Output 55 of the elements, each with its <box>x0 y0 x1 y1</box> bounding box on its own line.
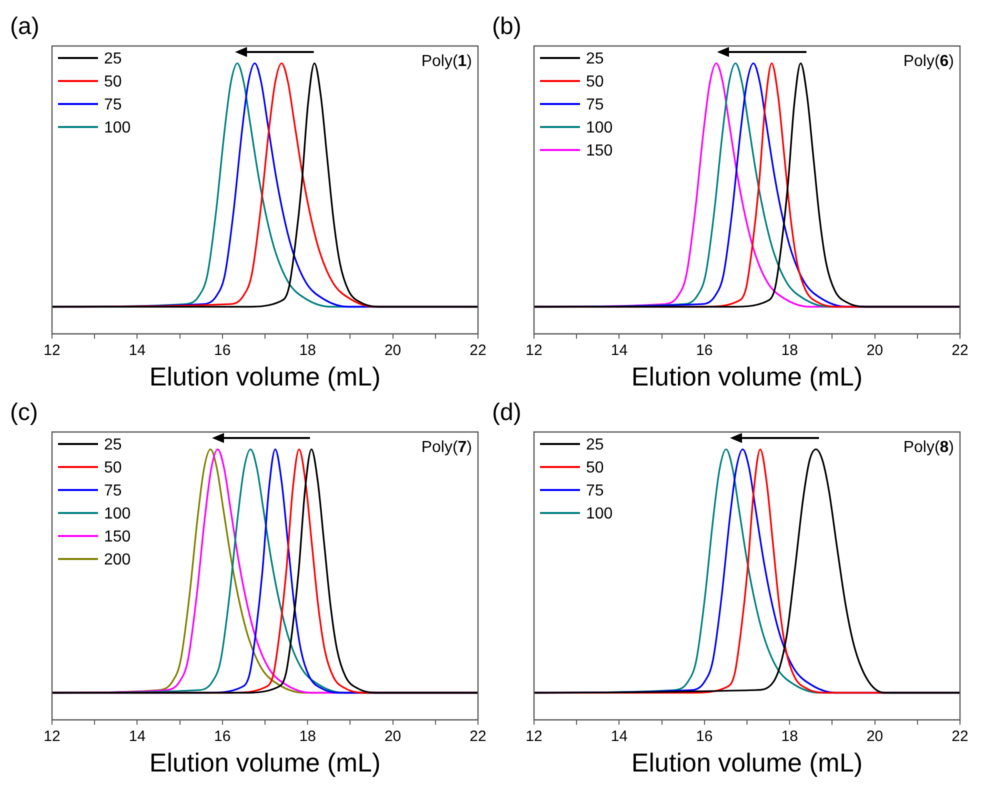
x-tick-label: 20 <box>384 342 402 359</box>
chart-title: (b) <box>492 13 522 40</box>
x-tick-label: 16 <box>696 728 713 745</box>
x-tick-label: 22 <box>470 342 486 359</box>
annotation: Poly(7) <box>421 439 472 456</box>
x-axis-title: Elution volume (mL) <box>149 362 381 392</box>
x-tick-label: 22 <box>952 728 968 745</box>
x-tick-label: 18 <box>299 728 316 745</box>
legend-label: 50 <box>104 459 122 476</box>
legend-label: 50 <box>104 73 122 90</box>
x-tick-label: 14 <box>128 728 146 745</box>
x-tick-label: 12 <box>44 342 60 359</box>
chart-title: (a) <box>10 13 40 40</box>
x-tick-label: 12 <box>44 728 60 745</box>
x-axis-title: Elution volume (mL) <box>631 362 863 392</box>
x-tick-label: 20 <box>866 728 884 745</box>
annotation: Poly(8) <box>903 439 954 456</box>
legend-label: 25 <box>586 50 604 68</box>
chart-title: (d) <box>492 399 522 426</box>
x-tick-label: 16 <box>214 728 231 745</box>
x-axis-title: Elution volume (mL) <box>631 748 863 778</box>
x-tick-label: 18 <box>781 728 798 745</box>
x-axis-title: Elution volume (mL) <box>149 748 381 778</box>
legend-label: 150 <box>104 528 131 546</box>
legend-label: 100 <box>104 119 131 136</box>
x-tick-label: 22 <box>470 728 486 745</box>
legend-label: 150 <box>586 142 613 160</box>
legend-label: 75 <box>104 482 122 500</box>
x-tick-label: 22 <box>952 342 968 359</box>
x-tick-label: 14 <box>610 342 628 359</box>
legend-label: 100 <box>586 505 613 522</box>
legend-label: 100 <box>586 119 613 136</box>
legend-label: 25 <box>104 436 122 454</box>
x-tick-label: 18 <box>299 342 316 359</box>
legend-label: 75 <box>586 482 604 500</box>
legend-label: 75 <box>586 96 604 114</box>
x-tick-label: 16 <box>214 342 231 359</box>
x-tick-label: 12 <box>526 342 542 359</box>
x-tick-label: 20 <box>384 728 402 745</box>
legend-label: 25 <box>104 50 122 68</box>
x-tick-label: 12 <box>526 728 542 745</box>
x-tick-label: 18 <box>781 342 798 359</box>
annotation: Poly(1) <box>421 53 472 70</box>
annotation: Poly(6) <box>903 53 954 70</box>
x-tick-label: 14 <box>610 728 628 745</box>
chart-title: (c) <box>10 399 38 426</box>
legend-label: 100 <box>104 505 131 522</box>
x-tick-label: 20 <box>866 342 884 359</box>
legend-label: 25 <box>586 436 604 454</box>
legend-label: 50 <box>586 73 604 90</box>
x-tick-label: 14 <box>128 342 146 359</box>
x-tick-label: 16 <box>696 342 713 359</box>
legend-label: 75 <box>104 96 122 114</box>
legend-label: 50 <box>586 459 604 476</box>
legend-label: 200 <box>104 551 131 568</box>
